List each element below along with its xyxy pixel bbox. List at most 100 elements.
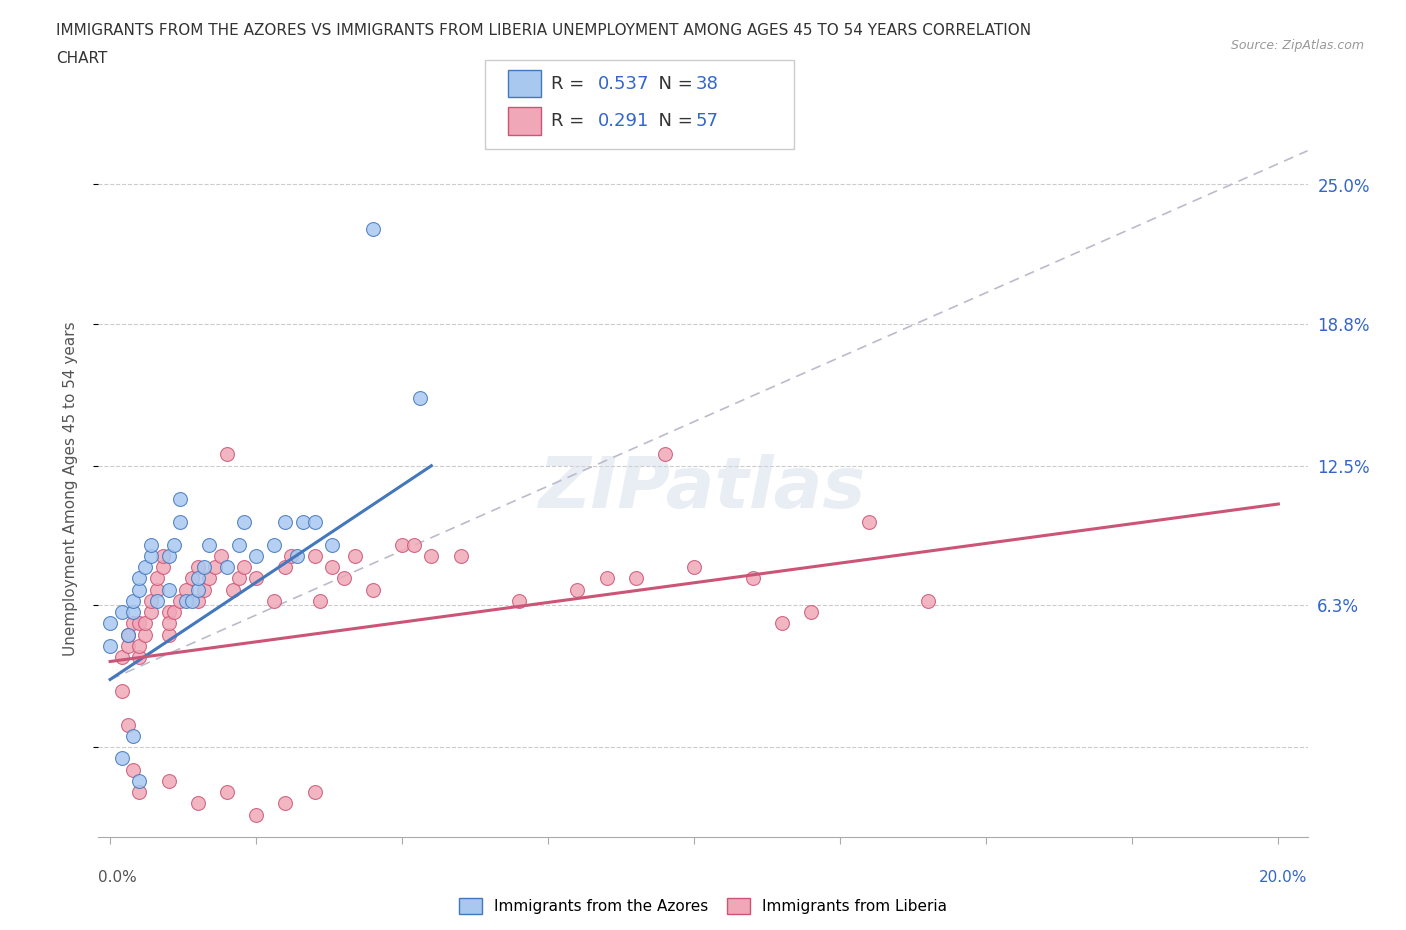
Point (508, 593, 530, 608)
Point (309, 593, 332, 608)
Point (193, 582, 215, 597)
Point (134, 627, 156, 642)
Text: 0.291: 0.291 (598, 112, 650, 129)
Point (180, 571, 202, 586)
Point (741, 571, 763, 586)
Point (139, 593, 162, 608)
Point (152, 560, 174, 575)
Point (157, 774, 180, 789)
Point (245, 807, 267, 822)
Point (152, 549, 174, 564)
Text: N =: N = (647, 112, 699, 129)
Point (174, 593, 197, 608)
Point (163, 537, 186, 551)
Point (111, 649, 134, 664)
Point (274, 514, 297, 529)
Point (274, 560, 297, 575)
Legend: Immigrants from the Azores, Immigrants from Liberia: Immigrants from the Azores, Immigrants f… (453, 892, 953, 920)
Point (187, 593, 209, 608)
Point (157, 627, 180, 642)
Point (321, 537, 343, 551)
Point (128, 638, 150, 653)
Point (146, 582, 169, 597)
Point (304, 549, 326, 564)
Point (139, 604, 162, 619)
Point (187, 560, 209, 575)
Point (117, 717, 139, 732)
Point (169, 492, 191, 507)
Point (157, 616, 180, 631)
Point (122, 604, 145, 619)
Point (122, 728, 145, 743)
Point (409, 391, 432, 405)
Point (128, 582, 150, 597)
Point (215, 560, 238, 575)
Point (187, 796, 209, 811)
Point (117, 627, 139, 642)
Point (98, 616, 121, 631)
Point (157, 582, 180, 597)
Text: CHART: CHART (56, 51, 108, 66)
Point (304, 514, 326, 529)
Point (361, 582, 384, 597)
Point (209, 549, 232, 564)
Point (198, 571, 221, 586)
Point (111, 604, 134, 619)
Point (321, 560, 343, 575)
Point (187, 582, 209, 597)
Text: 20.0%: 20.0% (1260, 870, 1308, 884)
Point (122, 593, 145, 608)
Point (134, 560, 156, 575)
Point (624, 571, 647, 586)
Point (187, 571, 209, 586)
Point (111, 684, 134, 698)
Point (139, 537, 162, 551)
Y-axis label: Unemployment Among Ages 45 to 54 years: Unemployment Among Ages 45 to 54 years (63, 321, 77, 656)
Point (683, 560, 706, 575)
Point (285, 549, 308, 564)
Text: 57: 57 (696, 112, 718, 129)
Point (304, 785, 326, 800)
Point (917, 593, 939, 608)
Point (128, 649, 150, 664)
Point (146, 593, 169, 608)
Point (654, 447, 676, 462)
Point (128, 616, 150, 631)
Point (139, 549, 162, 564)
Point (800, 604, 823, 619)
Point (128, 774, 150, 789)
Point (169, 514, 191, 529)
Point (291, 514, 314, 529)
Point (174, 582, 197, 597)
Text: 0.0%: 0.0% (98, 870, 138, 884)
Point (770, 616, 793, 631)
Point (233, 514, 256, 529)
Point (198, 537, 221, 551)
Point (204, 560, 226, 575)
Point (157, 604, 180, 619)
Point (163, 604, 186, 619)
Point (215, 785, 238, 800)
Point (332, 571, 354, 586)
Point (117, 638, 139, 653)
Point (228, 571, 250, 586)
Point (122, 762, 145, 777)
Point (420, 549, 443, 564)
Point (233, 560, 256, 575)
Point (128, 571, 150, 586)
Point (157, 549, 180, 564)
Text: R =: R = (551, 74, 591, 92)
Point (263, 537, 285, 551)
Point (228, 537, 250, 551)
Point (274, 796, 297, 811)
Text: R =: R = (551, 112, 591, 129)
Point (128, 785, 150, 800)
Point (858, 514, 880, 529)
Text: IMMIGRANTS FROM THE AZORES VS IMMIGRANTS FROM LIBERIA UNEMPLOYMENT AMONG AGES 45: IMMIGRANTS FROM THE AZORES VS IMMIGRANTS… (56, 23, 1032, 38)
Point (402, 537, 425, 551)
Point (391, 537, 413, 551)
Point (134, 616, 156, 631)
Point (111, 751, 134, 765)
Point (169, 593, 191, 608)
Point (98, 638, 121, 653)
